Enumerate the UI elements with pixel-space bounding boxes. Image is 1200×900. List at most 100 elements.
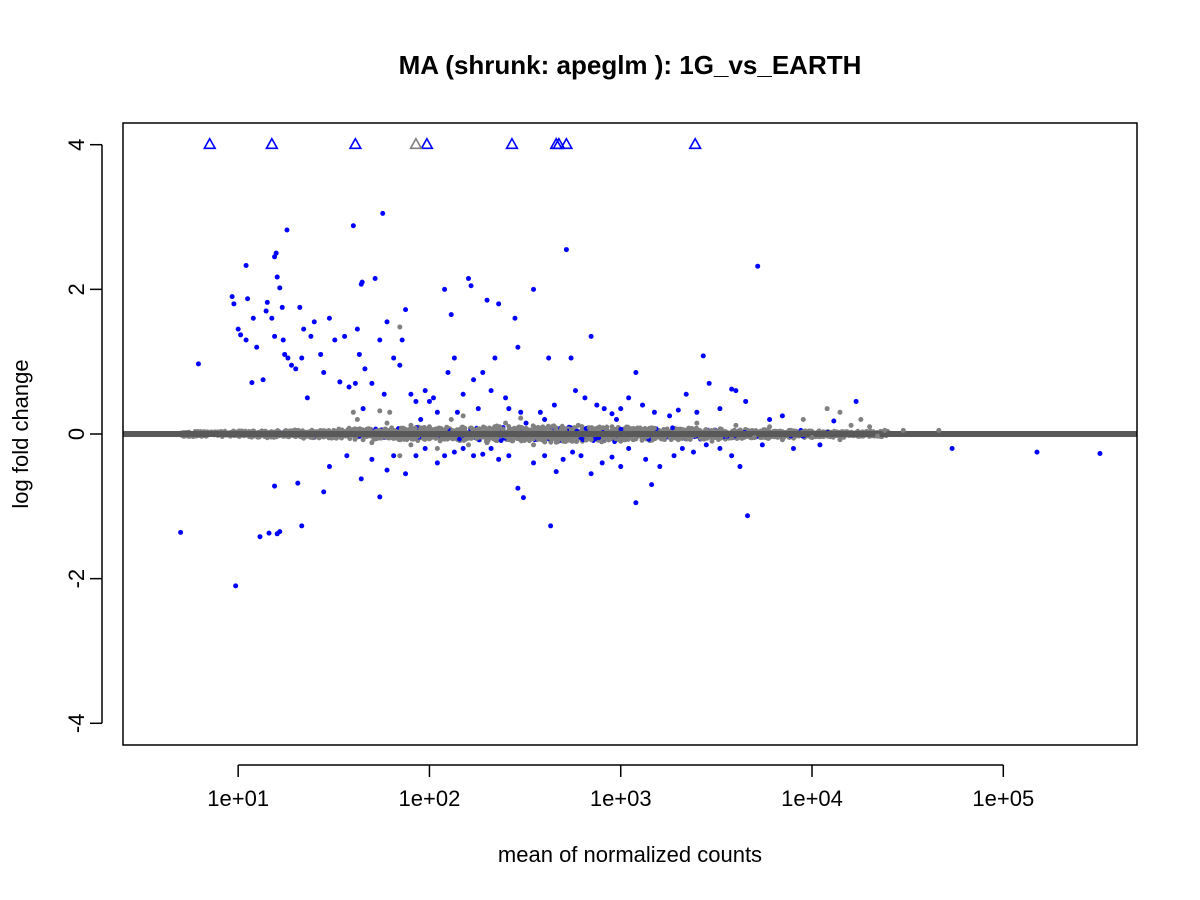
data-point (546, 355, 552, 361)
data-point (1034, 449, 1040, 455)
data-point (563, 247, 569, 253)
data-point (284, 227, 290, 233)
data-point (195, 361, 201, 367)
plot-frame (122, 122, 1138, 746)
data-point (601, 406, 607, 412)
data-point (733, 388, 739, 394)
data-point (542, 426, 548, 432)
chart-title: MA (shrunk: apeglm ): 1G_vs_EARTH (399, 50, 862, 80)
data-point (471, 427, 476, 432)
data-point (694, 409, 700, 415)
data-point (299, 355, 305, 361)
data-point (254, 344, 260, 350)
data-point (434, 445, 440, 451)
data-point (384, 319, 390, 325)
data-point (1097, 451, 1103, 457)
data-point (377, 408, 383, 414)
data-point (391, 355, 397, 361)
y-tick-label: 0 (64, 428, 89, 440)
data-point (523, 420, 529, 426)
data-point (480, 370, 486, 376)
data-point (542, 417, 548, 423)
data-point (700, 353, 706, 359)
data-point (471, 377, 477, 383)
data-point (520, 495, 526, 501)
data-point (512, 315, 518, 321)
data-point (650, 436, 656, 442)
data-point (675, 407, 681, 413)
data-point (683, 391, 689, 397)
data-point (531, 286, 537, 292)
data-point (779, 413, 785, 419)
out-of-range-point (688, 137, 702, 150)
series-out-of-range (202, 137, 702, 150)
data-point (434, 409, 440, 415)
y-tick-label: -4 (64, 714, 89, 734)
data-point (329, 435, 335, 441)
data-point (360, 406, 366, 412)
data-point (626, 445, 632, 451)
data-point (272, 333, 278, 339)
data-point (250, 315, 256, 321)
data-point (274, 274, 280, 280)
data-point (260, 377, 266, 383)
data-point (318, 351, 324, 357)
data-point (755, 263, 761, 269)
data-point (498, 438, 504, 444)
data-point (403, 307, 409, 313)
data-point (384, 467, 390, 473)
data-point (178, 529, 184, 535)
data-point (272, 483, 278, 489)
data-point (555, 439, 561, 445)
data-point (506, 437, 512, 443)
data-point (408, 442, 414, 448)
data-point (670, 425, 675, 431)
data-point (790, 445, 796, 451)
data-point (743, 398, 749, 404)
data-point (767, 417, 773, 423)
data-point (243, 337, 249, 343)
data-point (468, 283, 474, 289)
points-layer (123, 137, 1137, 589)
data-point (460, 413, 466, 419)
x-tick-label: 1e+02 (399, 786, 461, 811)
data-point (460, 445, 466, 451)
data-point (399, 337, 405, 343)
data-point (618, 464, 624, 470)
data-point (346, 425, 352, 431)
data-point (436, 425, 442, 431)
data-point (599, 460, 605, 466)
out-of-range-point (409, 137, 423, 150)
data-point (463, 436, 469, 442)
out-of-range-point (348, 137, 363, 150)
data-point (332, 337, 338, 343)
data-point (515, 485, 521, 491)
data-point (475, 406, 481, 412)
data-point (350, 223, 356, 229)
data-point (344, 453, 350, 459)
data-point (675, 437, 681, 443)
data-point (661, 427, 667, 432)
data-point (372, 276, 378, 281)
data-point (383, 426, 389, 432)
data-point (308, 333, 314, 339)
data-point (304, 395, 310, 401)
data-point (326, 315, 332, 321)
out-of-range-point (420, 137, 434, 150)
data-point (709, 438, 715, 444)
data-point (618, 406, 624, 412)
data-point (759, 442, 765, 448)
data-point (511, 425, 517, 431)
data-point (288, 362, 294, 368)
data-point (465, 442, 471, 448)
data-point (572, 388, 578, 394)
data-point (369, 380, 375, 386)
data-point (809, 435, 815, 441)
data-point (263, 308, 269, 314)
data-point (518, 409, 524, 415)
data-point (618, 438, 624, 444)
data-point (451, 355, 457, 361)
data-point (229, 294, 235, 300)
data-point (643, 456, 649, 462)
series-significant (178, 210, 1103, 589)
